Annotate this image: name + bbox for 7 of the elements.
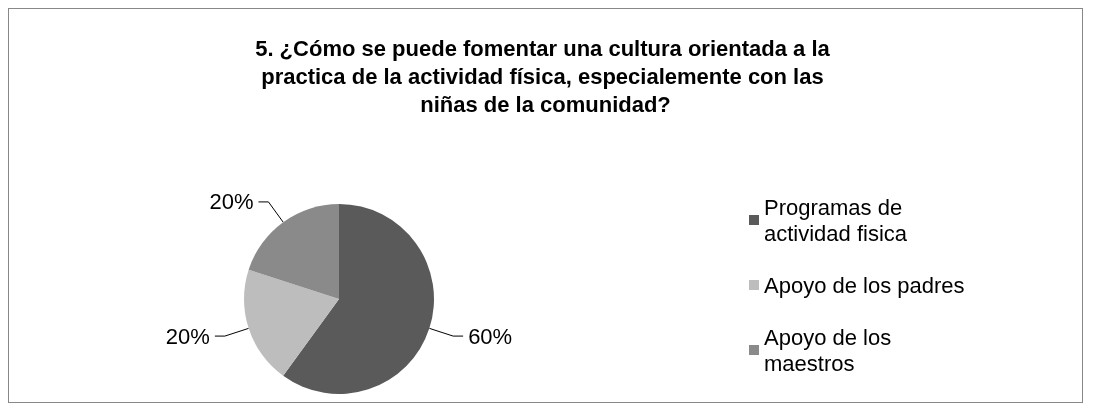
legend-label: Programas de actividad fisica (764, 194, 909, 246)
chart-title: 5. ¿Cómo se puede fomentar una cultura orientada a la practica de la actividad física, especialemente con las niñas de la comunidad? (255, 35, 836, 117)
legend-label: Apoyo de los padres (764, 272, 965, 298)
data-label: 60% (468, 323, 513, 349)
data-label: 20% (165, 323, 210, 349)
legend-label: Apoyo de los maestros (764, 324, 898, 376)
data-label: 20% (209, 189, 254, 215)
